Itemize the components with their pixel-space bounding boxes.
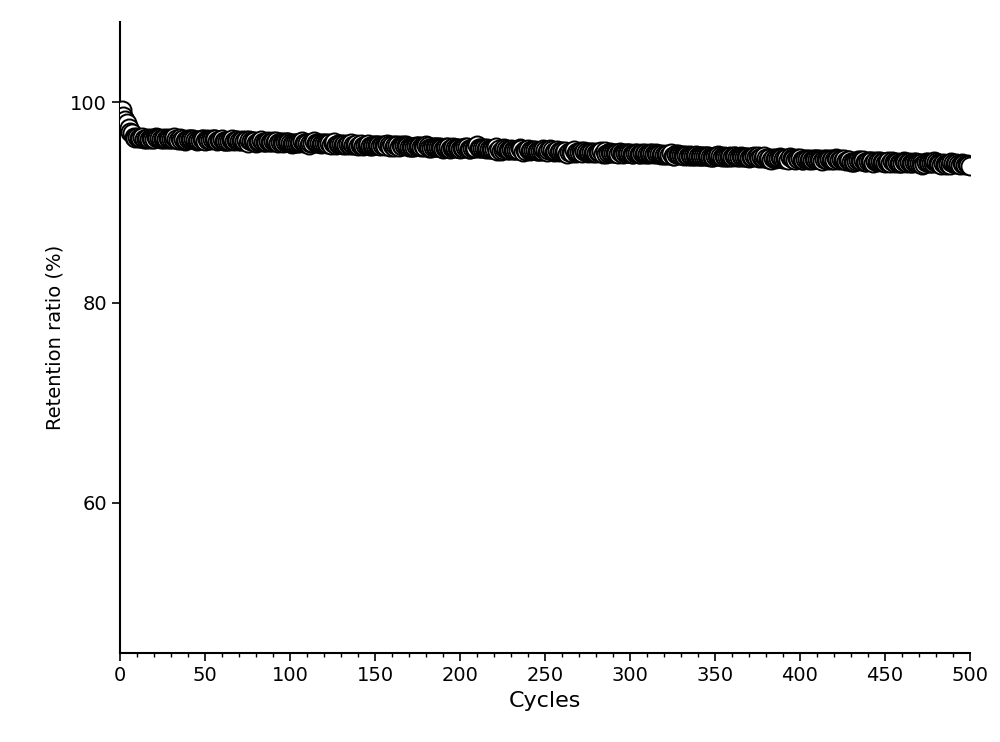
X-axis label: Cycles: Cycles — [509, 691, 581, 711]
Y-axis label: Retention ratio (%): Retention ratio (%) — [45, 245, 64, 430]
